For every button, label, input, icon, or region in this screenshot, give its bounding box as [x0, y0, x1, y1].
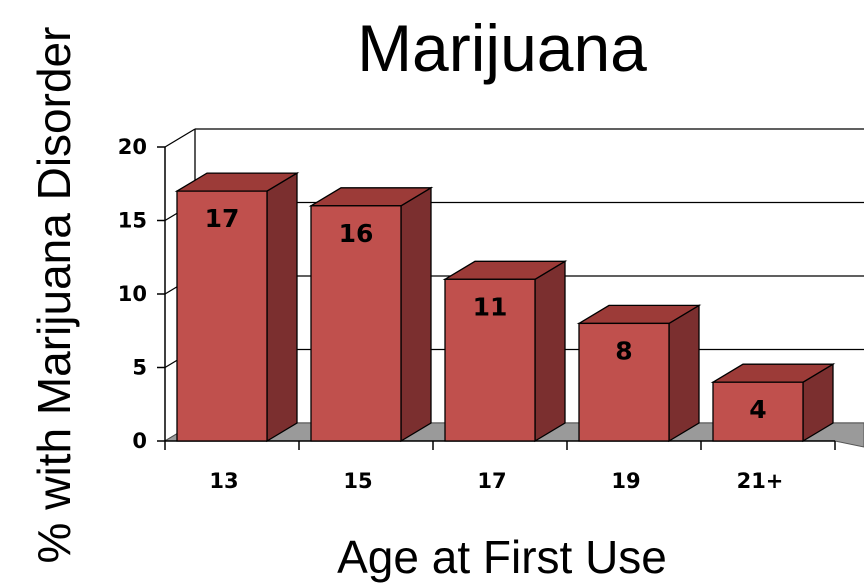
x-tick-label-21+: 21+: [737, 469, 784, 493]
y-tick-label-5: 5: [132, 356, 147, 380]
data-label-17: 11: [473, 292, 508, 321]
bar-front-19: [578, 322, 670, 442]
bar-21+: [710, 363, 836, 443]
x-tick-label-17: 17: [477, 469, 506, 493]
labels: 0 5 10 15 20 17 13 16 15 11 17 8 19 4 21+: [118, 135, 784, 493]
bar-front-13: [176, 190, 268, 442]
y-tick-label-10: 10: [118, 282, 147, 306]
bar-side-17: [534, 260, 566, 443]
x-tick-label-19: 19: [611, 469, 640, 493]
bar-19: [576, 304, 702, 443]
data-label-21+: 4: [749, 395, 766, 424]
data-label-13: 17: [205, 204, 240, 233]
bar-13: [174, 171, 300, 443]
data-label-19: 8: [615, 336, 632, 365]
bars: [174, 171, 836, 443]
y-tick-label-0: 0: [132, 429, 147, 453]
data-label-15: 16: [339, 219, 374, 248]
x-axis-label: Age at First Use: [337, 531, 667, 583]
y-tick-label-15: 15: [118, 209, 147, 233]
bar-17: [442, 260, 568, 443]
bar-15: [308, 186, 434, 443]
y-tick-label-20: 20: [118, 135, 147, 159]
x-tick-label-15: 15: [343, 469, 372, 493]
bar-front-21+: [712, 381, 804, 442]
bar-front-15: [310, 205, 402, 442]
chart-title: Marijuana: [357, 11, 647, 85]
bar-side-15: [400, 186, 432, 443]
x-tick-label-13: 13: [209, 469, 238, 493]
bar-front-17: [444, 278, 536, 442]
bar-side-13: [266, 171, 298, 443]
bar-side-19: [668, 304, 700, 443]
gridline-diag-20: [164, 128, 196, 148]
